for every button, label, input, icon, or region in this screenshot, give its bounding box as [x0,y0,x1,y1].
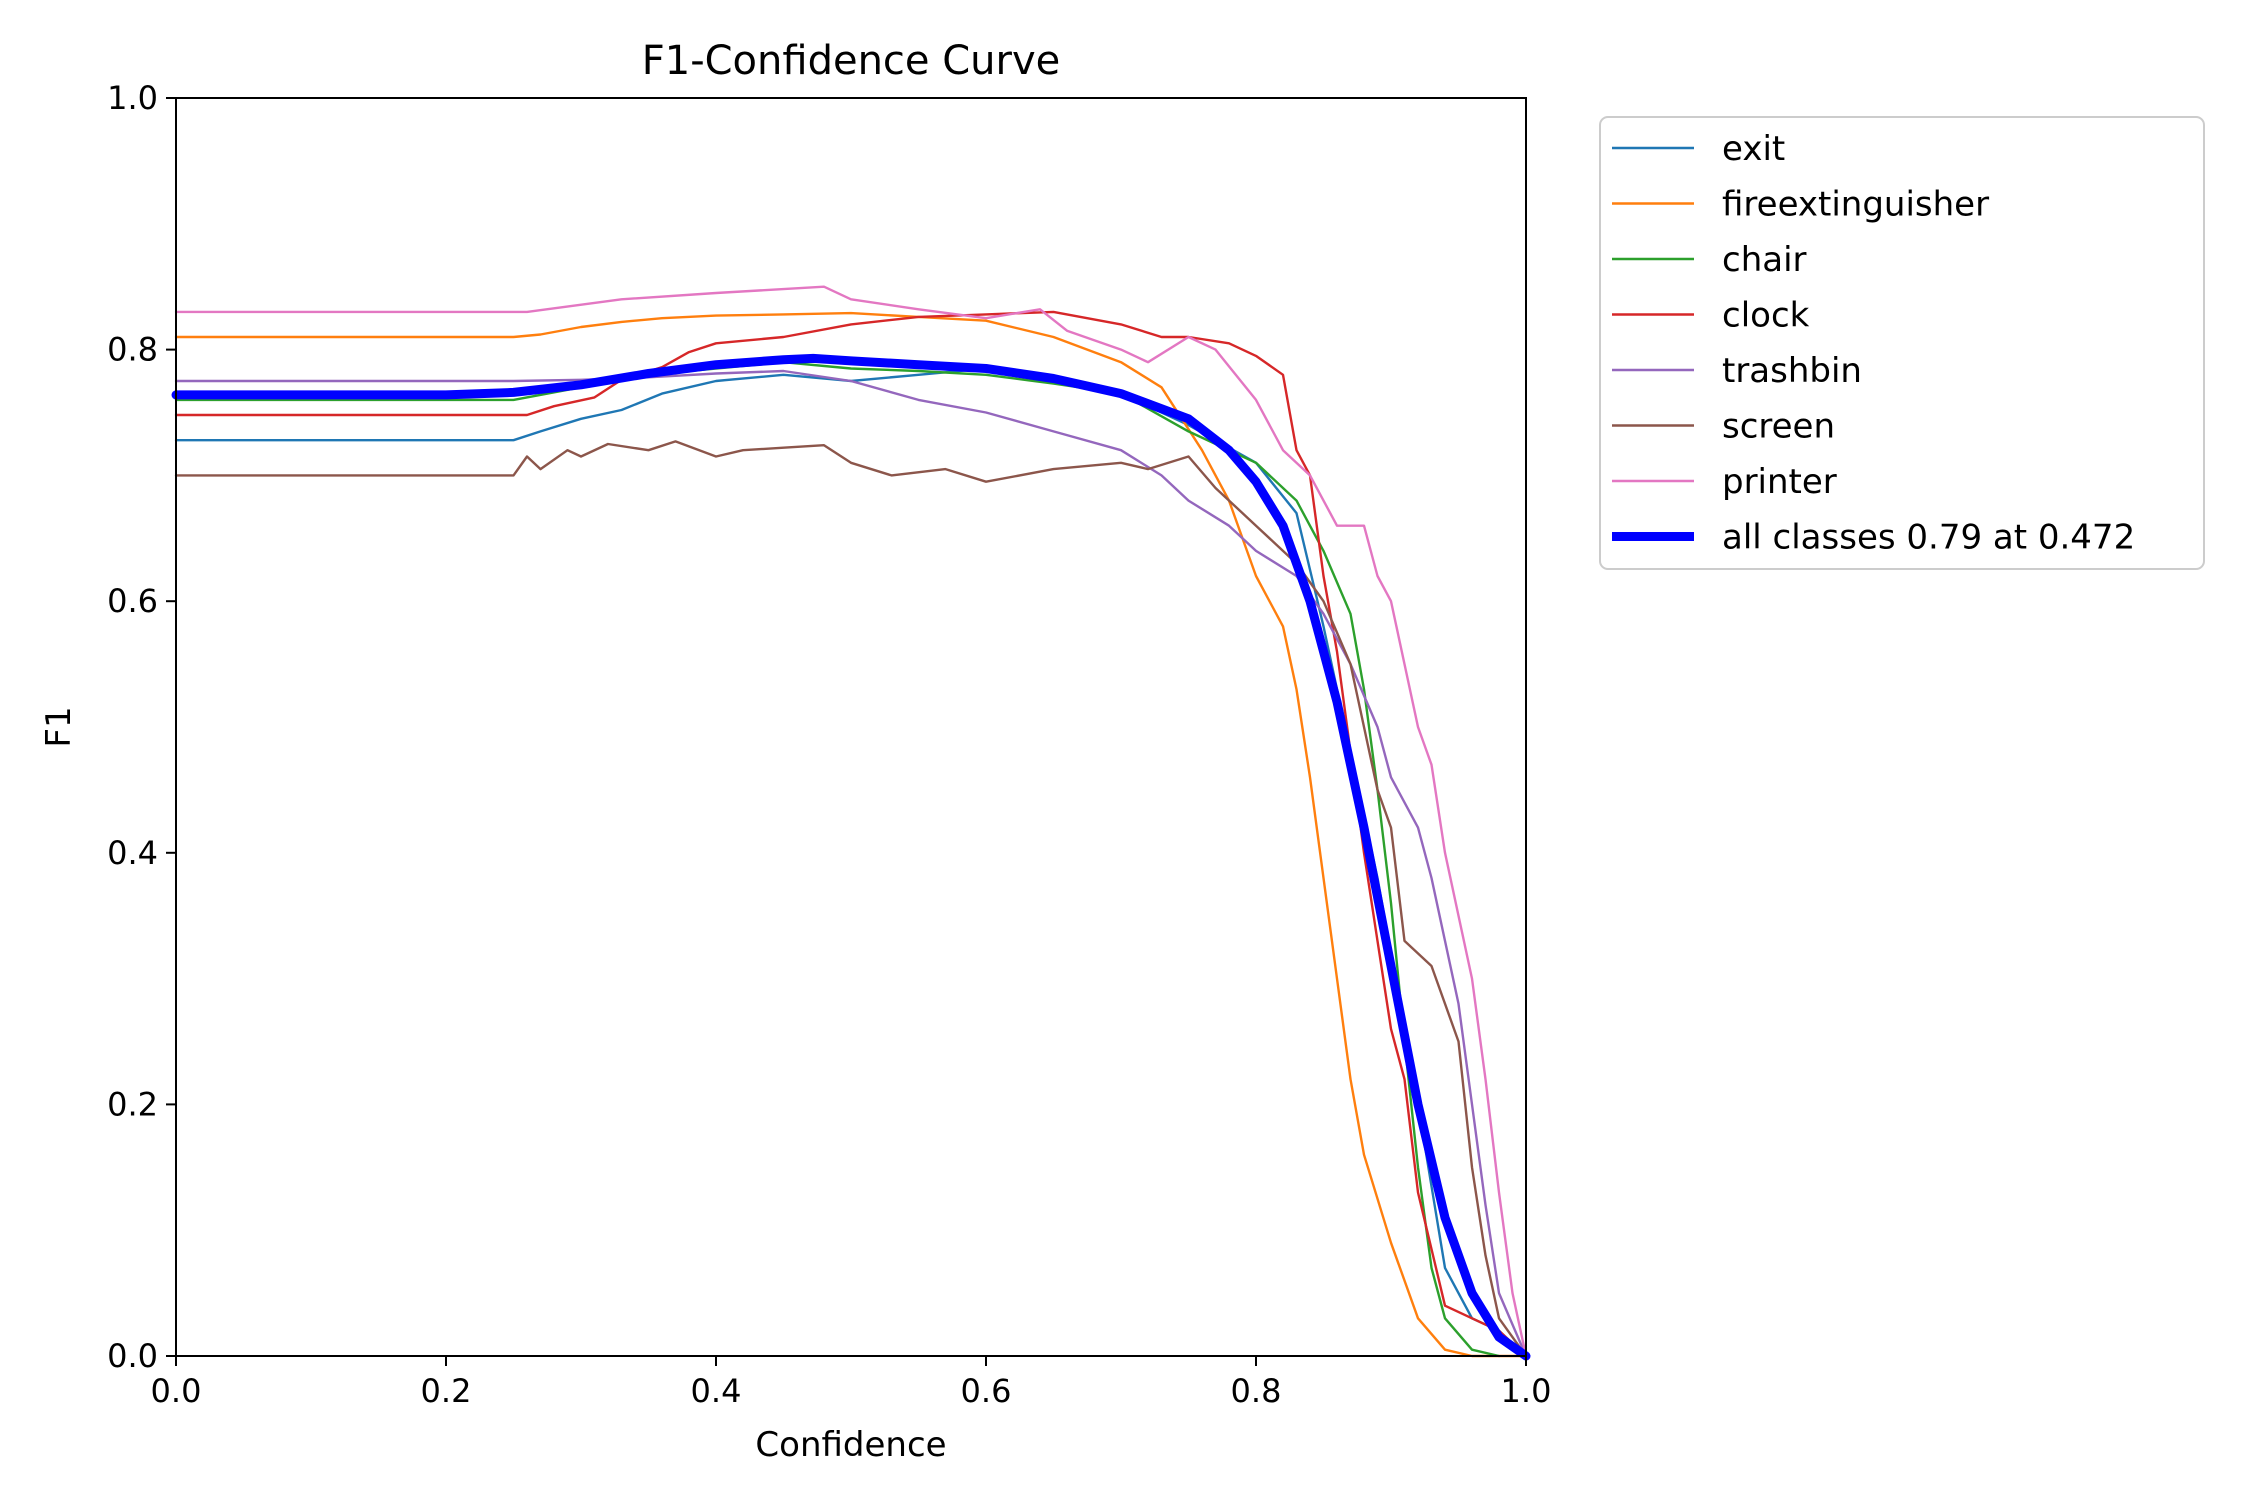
plot-area [171,97,1531,1361]
plot-frame [175,97,1527,1357]
x-tick-label: 1.0 [1501,1372,1552,1410]
series-line-trashbin [174,369,1528,1358]
chart-title: F1-Confidence Curve [642,38,1061,84]
series-line-clock [174,310,1528,1358]
x-tick-label: 0.8 [1231,1372,1282,1410]
series-line-screen [174,440,1528,1358]
x-axis-label: Confidence [755,1425,946,1465]
series-line-fireextinguisher [174,311,1528,1358]
legend-label: trashbin [1722,351,1862,391]
legend-label: all classes 0.79 at 0.472 [1722,518,2135,558]
legend-items: exit fireextinguisher chair clock trashbin sc… [1612,129,2135,558]
y-tick-label: 0.6 [107,582,158,620]
x-axis: 0.0 0.2 0.4 0.6 0.8 1.0 [151,1356,1552,1410]
series-line-printer [174,285,1528,1358]
legend-box [1599,116,2205,570]
x-tick-label: 0.6 [961,1372,1012,1410]
y-axis-label: F1 [39,706,79,747]
y-tick-label: 0.8 [107,331,158,369]
legend-label: fireextinguisher [1722,185,1989,225]
series-line-all-classes [171,353,1531,1361]
legend-label: screen [1722,407,1835,447]
y-tick-label: 0.2 [107,1085,158,1123]
y-tick-label: 0.0 [107,1337,158,1375]
x-tick-label: 0.0 [151,1372,202,1410]
legend-label: exit [1722,129,1785,169]
x-tick-label: 0.4 [691,1372,742,1410]
y-axis: 0.0 0.2 0.4 0.6 0.8 1.0 [107,79,176,1375]
y-tick-label: 0.4 [107,834,158,872]
legend-label: printer [1722,462,1837,502]
series-layer [171,285,1531,1361]
legend-label: clock [1722,296,1810,336]
legend: exit fireextinguisher chair clock trashbin sc… [1599,116,2205,570]
y-tick-label: 1.0 [107,79,158,117]
x-tick-label: 0.2 [421,1372,472,1410]
legend-label: chair [1722,240,1807,280]
